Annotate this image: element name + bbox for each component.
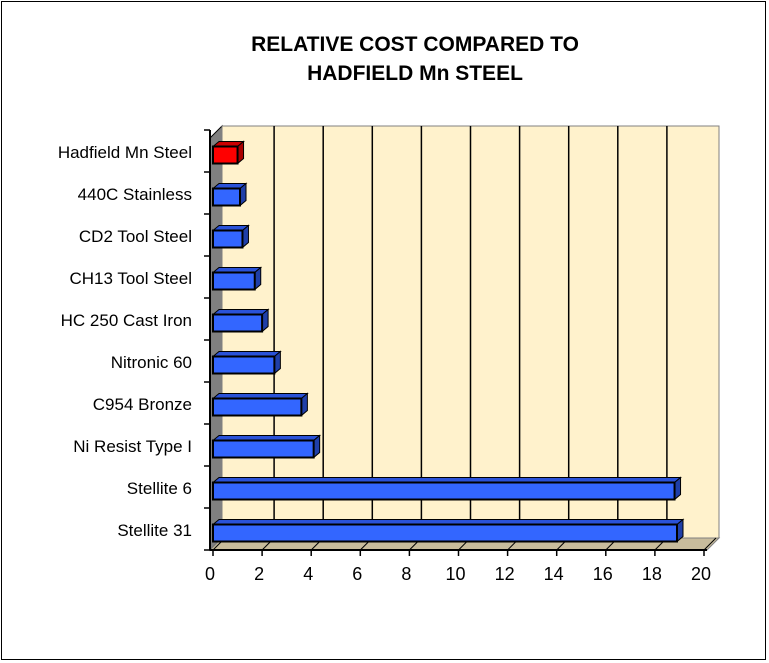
x-tick-label: 16 [593, 564, 613, 584]
bar [212, 397, 303, 417]
x-tick-label: 20 [691, 564, 711, 584]
bar [212, 355, 276, 375]
bar [212, 439, 315, 459]
bar [212, 229, 244, 249]
x-tick-label: 0 [205, 564, 215, 584]
chart-title-line-2: HADFIELD Mn STEEL [307, 62, 523, 85]
x-tick-label: 14 [544, 564, 564, 584]
x-tick-label: 6 [352, 564, 362, 584]
chart-title-line-1: RELATIVE COST COMPARED TO [251, 33, 579, 56]
x-tick-label: 8 [401, 564, 411, 584]
category-label: Nitronic 60 [111, 353, 192, 372]
bar [212, 187, 242, 207]
x-tick-label: 12 [495, 564, 515, 584]
category-label: HC 250 Cast Iron [61, 311, 192, 330]
floor-gridline [703, 537, 717, 551]
bar [212, 481, 676, 501]
category-label: Ni Resist Type I [73, 437, 192, 456]
category-label: CH13 Tool Steel [69, 269, 192, 288]
category-label: 440C Stainless [78, 185, 192, 204]
bar [212, 523, 678, 543]
bar [212, 313, 264, 333]
bar [212, 271, 256, 291]
category-label: C954 Bronze [93, 395, 192, 414]
category-label: Stellite 6 [127, 479, 192, 498]
bar [212, 145, 239, 165]
x-tick-label: 4 [303, 564, 313, 584]
category-label: CD2 Tool Steel [79, 227, 192, 246]
x-tick-label: 2 [254, 564, 264, 584]
category-label: Stellite 31 [117, 521, 192, 540]
x-tick-label: 10 [445, 564, 465, 584]
category-label: Hadfield Mn Steel [58, 143, 192, 162]
x-tick-label: 18 [642, 564, 662, 584]
chart-title: RELATIVE COST COMPARED TO HADFIELD Mn ST… [0, 30, 769, 88]
